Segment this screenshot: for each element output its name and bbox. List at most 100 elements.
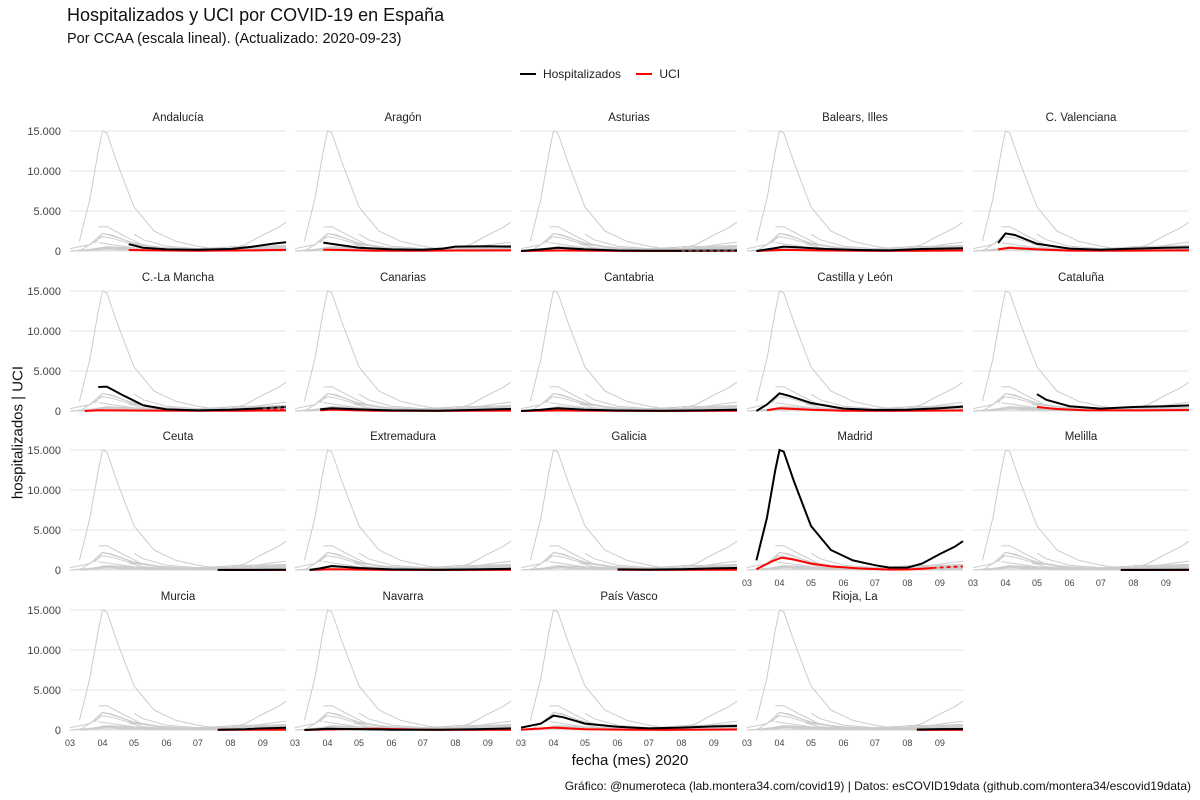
x-tick-label-pais-vasco-4: 07 [644, 738, 654, 748]
background-series-galicia [520, 449, 738, 571]
x-tick-label-pais-vasco-1: 04 [548, 738, 558, 748]
x-tick-label-rioja-la-4: 07 [870, 738, 880, 748]
hosp-line-aragon [323, 241, 512, 251]
background-line-cataluna [133, 233, 287, 250]
legend-label-hospitalizados: Hospitalizados [542, 67, 622, 81]
x-tick-label-madrid-4: 07 [870, 578, 880, 588]
background-series-andalucia [69, 130, 287, 252]
y-tick-label-murcia-0: 0 [55, 725, 61, 737]
background-line-cataluna [1036, 552, 1190, 569]
panel-melilla: Melilla 03 04 05 06 07 08 09 [968, 431, 1190, 588]
y-tick-label-andalucia-2: 10.000 [27, 166, 61, 178]
chart-subtitle: Por CCAA (escala lineal). (Actualizado: … [67, 31, 402, 47]
background-line-madrid [78, 290, 287, 410]
y-tick-label-c-la-mancha-1: 5.000 [33, 366, 61, 378]
background-series-asturias [520, 130, 738, 252]
background-line-cataluna [584, 393, 738, 410]
x-tick-label-melilla-4: 07 [1096, 578, 1106, 588]
panel-castilla-y-leon: Castilla y León [746, 272, 964, 412]
background-series-pais-vasco [520, 609, 738, 731]
hosp-line-cantabria [520, 407, 738, 412]
background-line-madrid [303, 130, 512, 250]
legend: Hospitalizados UCI [0, 64, 1200, 81]
hosp-line-balears-illes [756, 245, 964, 252]
background-line-cataluna [133, 393, 287, 410]
background-series-c-la-mancha [69, 290, 287, 412]
background-line-madrid [303, 609, 512, 729]
x-tick-label-navarra-4: 07 [418, 738, 428, 748]
background-line-madrid [78, 449, 287, 569]
panel-title-pais-vasco: País Vasco [600, 591, 657, 603]
x-tick-label-rioja-la-3: 06 [838, 738, 848, 748]
x-tick-label-madrid-0: 03 [742, 578, 752, 588]
panel-cantabria: Cantabria [520, 272, 738, 413]
x-tick-label-murcia-4: 07 [193, 738, 203, 748]
x-tick-label-melilla-6: 09 [1161, 578, 1171, 588]
background-series-cataluna [972, 290, 1190, 412]
x-tick-label-madrid-6: 09 [935, 578, 945, 588]
x-tick-label-navarra-6: 09 [483, 738, 493, 748]
y-tick-label-murcia-2: 10.000 [27, 645, 61, 657]
hosp-line-rioja-la [916, 728, 964, 731]
y-tick-label-c-la-mancha-0: 0 [55, 406, 61, 418]
uci-line-cataluna [1036, 406, 1190, 412]
background-line-madrid [78, 609, 287, 729]
hosp-line-castilla-y-leon [755, 392, 964, 412]
background-line-madrid [755, 290, 964, 410]
chart-caption: Gráfico: @numeroteca (lab.montera34.com/… [564, 779, 1191, 793]
panel-title-madrid: Madrid [837, 431, 872, 443]
background-line-cataluna [1036, 233, 1190, 250]
background-line-madrid [981, 130, 1190, 250]
chart-title: Hospitalizados y UCI por COVID-19 en Esp… [67, 5, 445, 25]
x-tick-label-murcia-3: 06 [161, 738, 171, 748]
panel-title-c-la-mancha: C.-La Mancha [142, 272, 215, 284]
panel-title-extremadura: Extremadura [370, 431, 436, 443]
y-tick-label-murcia-1: 5.000 [33, 685, 61, 697]
background-series-cantabria [520, 290, 738, 412]
hosp-line-navarra [304, 727, 512, 731]
x-tick-label-madrid-2: 05 [806, 578, 816, 588]
uci-line-aragon [323, 248, 512, 252]
background-line-cataluna [133, 712, 287, 729]
hosp-line-pais-vasco [520, 714, 738, 730]
background-line-pais-vasco [294, 396, 512, 410]
background-line-madrid [755, 130, 964, 250]
hosp-line-andalucia [128, 241, 287, 251]
background-series-ceuta [69, 449, 287, 571]
background-line-pais-vasco [520, 555, 738, 569]
x-tick-label-pais-vasco-3: 06 [612, 738, 622, 748]
x-tick-label-navarra-1: 04 [322, 738, 332, 748]
x-tick-label-pais-vasco-6: 09 [709, 738, 719, 748]
background-line-cataluna [358, 712, 512, 729]
x-tick-label-rioja-la-6: 09 [935, 738, 945, 748]
background-line-madrid [78, 130, 287, 250]
panel-title-balears-illes: Balears, Illes [822, 112, 888, 124]
background-series-navarra [294, 609, 512, 731]
panel-title-navarra: Navarra [383, 591, 425, 603]
y-tick-label-c-la-mancha-2: 10.000 [27, 326, 61, 338]
background-line-pais-vasco [294, 555, 512, 569]
panel-pais-vasco: País Vasco 03 04 05 06 07 08 09 [516, 591, 738, 748]
background-line-cataluna [810, 233, 964, 250]
background-line-madrid [303, 290, 512, 410]
uci-line-pais-vasco [520, 726, 738, 731]
background-series-madrid [746, 449, 964, 571]
x-tick-label-murcia-6: 09 [258, 738, 268, 748]
background-line-madrid [529, 290, 738, 410]
background-line-madrid [529, 130, 738, 250]
panel-asturias: Asturias [520, 112, 738, 253]
panel-murcia: Murcia 0 5.000 10.000 15.000 03 04 05 06 07 08 09 [27, 591, 287, 748]
background-line-madrid [981, 290, 1190, 410]
hosp-line-c-valenciana [997, 232, 1190, 251]
background-line-cataluna [810, 552, 964, 569]
panel-title-ceuta: Ceuta [163, 431, 194, 443]
y-axis-label: hospitalizados | UCI [9, 365, 27, 500]
background-line-pais-vasco [69, 555, 287, 569]
background-line-cataluna [810, 712, 964, 729]
hosp-line-madrid [755, 448, 964, 569]
hosp-line-cataluna [1036, 393, 1190, 410]
x-tick-label-madrid-1: 04 [774, 578, 784, 588]
background-line-cataluna [358, 552, 512, 569]
panel-extremadura: Extremadura [294, 431, 512, 572]
